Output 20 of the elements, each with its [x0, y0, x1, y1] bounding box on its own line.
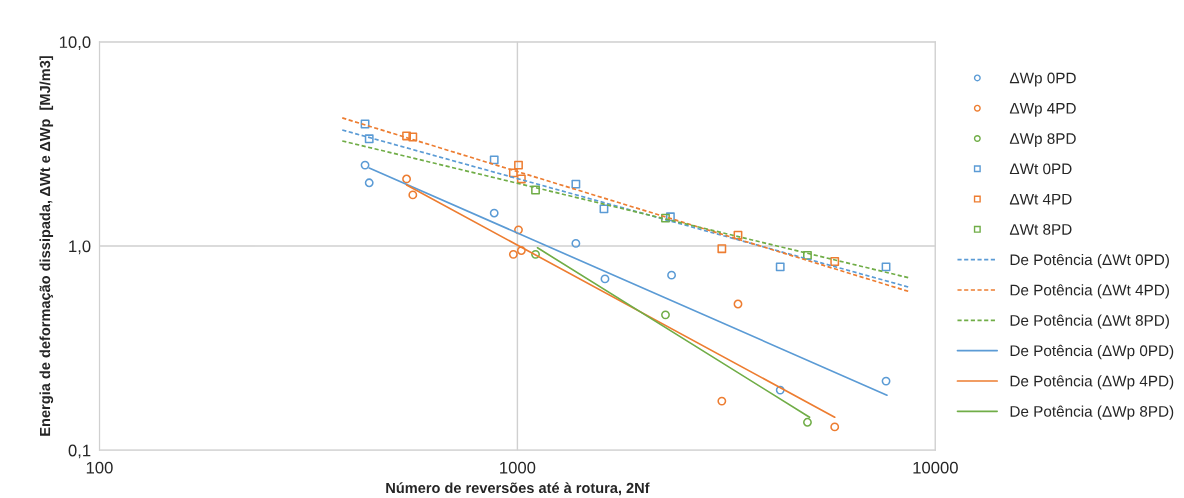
x-tick-label: 10000	[913, 461, 958, 474]
legend-label: ΔWp 4PD	[1009, 103, 1076, 117]
y-tick-label: 10,0	[59, 36, 91, 50]
legend-label: De Potência (ΔWt 4PD)	[1010, 284, 1169, 299]
x-axis-title: Número de reversões até à rotura, 2Nf	[386, 482, 650, 496]
y-tick-label: 0,1	[68, 444, 91, 459]
x-tick-label: 1000	[500, 461, 536, 474]
legend-label: ΔWp 8PD	[1009, 133, 1076, 147]
legend-label: ΔWp 0PD	[1009, 72, 1076, 87]
legend-label: De Potência (ΔWp 0PD)	[1010, 344, 1174, 360]
legend-label: De Potência (ΔWt 0PD)	[1010, 253, 1169, 269]
legend-label: De Potência (ΔWt 8PD)	[1010, 314, 1169, 329]
legend-label: De Potência (ΔWp 8PD)	[1010, 405, 1174, 420]
y-axis-title: Energia de deformação dissipada, ΔWt e ΔWp [MJ/m3]	[39, 56, 54, 436]
y-tick-label: 1,0	[69, 240, 91, 255]
x-tick-label: 100	[86, 461, 113, 474]
legend-label: ΔWt 0PD	[1009, 163, 1072, 175]
legend-label: ΔWt 8PD	[1009, 224, 1072, 235]
legend-label: De Potência (ΔWp 4PD)	[1010, 375, 1174, 390]
legend-label: ΔWt 4PD	[1009, 193, 1072, 205]
